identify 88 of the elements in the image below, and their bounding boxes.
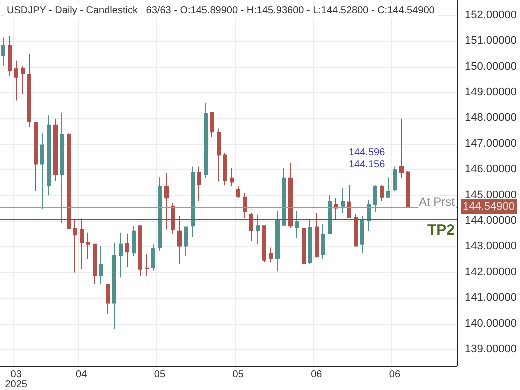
ref-line-label: TP2 <box>427 222 455 240</box>
candlestick <box>223 152 227 186</box>
text: USDJPY - Daily - Candlestick 63/63 - O:145.89900 - H:145.93600 - L:144.52800 - C:144.54900 <box>7 6 436 16</box>
candlestick <box>308 219 312 265</box>
candlestick <box>47 115 51 196</box>
y-tick-label: 142.00000 <box>465 266 517 278</box>
candlestick <box>236 186 240 199</box>
y-tick-label: 148.00000 <box>465 112 517 124</box>
candlestick <box>112 242 116 330</box>
candlestick <box>197 166 201 202</box>
candlestick <box>302 228 306 264</box>
candlestick <box>99 246 103 285</box>
candlestick <box>386 177 390 198</box>
candlestick <box>393 166 397 192</box>
annotation: 144.596 <box>349 148 386 158</box>
candlestick <box>204 102 208 179</box>
y-tick-label: 143.00000 <box>465 240 517 253</box>
candlestick <box>269 247 273 264</box>
candlestick <box>171 202 175 234</box>
x-tick-label: 05 <box>232 370 244 380</box>
candlestick <box>21 66 25 95</box>
candlestick <box>119 232 123 278</box>
candlestick <box>360 216 364 254</box>
candlestick <box>125 233 129 268</box>
candlestick <box>249 212 253 242</box>
candlestick <box>184 226 188 256</box>
candlestick <box>34 122 38 192</box>
candlestick <box>73 219 77 274</box>
candlestick <box>380 184 384 202</box>
y-tick-label: 141.00000 <box>465 292 517 304</box>
candlestick <box>262 226 266 264</box>
candlestick <box>40 133 44 210</box>
candlestick <box>177 216 182 265</box>
candlestick <box>158 177 162 252</box>
y-tick-label: 144.00000 <box>465 215 517 228</box>
candlestick <box>295 211 299 239</box>
candlestick <box>399 118 404 179</box>
x-tick-label: 06 <box>311 370 323 380</box>
candlestick <box>151 244 155 272</box>
y-tick-label: 147.00000 <box>465 138 517 150</box>
candlestick <box>60 112 64 224</box>
candlestick <box>321 224 325 260</box>
candlestick <box>243 192 247 218</box>
candlestick <box>1 37 5 67</box>
candlestick <box>138 226 142 277</box>
candlestick <box>406 170 410 208</box>
candlestick <box>367 199 371 232</box>
candlestick <box>14 60 18 102</box>
candlestick <box>347 184 351 218</box>
ref-line-label: 144.54900 <box>463 200 515 213</box>
candlestick <box>93 244 97 285</box>
candlestick <box>354 214 358 247</box>
candlestick <box>256 214 260 246</box>
y-tick-label: 145.00000 <box>465 189 517 202</box>
candlestick <box>8 36 12 76</box>
candlestick <box>164 172 169 230</box>
y-tick-label: 152.00000 <box>465 9 517 22</box>
candlestick <box>27 54 31 128</box>
candlestick <box>217 128 221 182</box>
candlestick <box>328 195 332 236</box>
x-tick-label: 03 2025 <box>5 370 28 390</box>
candlestick <box>210 112 214 138</box>
x-tick-label: 04 <box>76 370 88 380</box>
y-tick-label: 151.00000 <box>465 35 517 48</box>
text: At Prst <box>419 195 456 209</box>
candlestick <box>67 133 71 230</box>
y-tick-label: 149.00000 <box>465 86 517 99</box>
candlestick <box>315 212 319 258</box>
y-tick-label: 146.00000 <box>465 164 517 176</box>
y-tick-label: 140.00000 <box>465 318 517 330</box>
candlestick <box>230 168 234 188</box>
candlestick <box>53 119 58 182</box>
candlestick <box>86 232 90 260</box>
candlestick <box>145 254 149 277</box>
candlestick <box>106 284 110 314</box>
candlestick <box>191 166 195 238</box>
candlestick <box>282 168 286 226</box>
candlestick <box>341 188 345 214</box>
candlestick <box>373 185 377 213</box>
annotation: 144.156 <box>349 160 386 170</box>
candlestick <box>275 211 280 272</box>
x-tick-label: 06 <box>389 370 401 380</box>
x-tick-label: 05 <box>154 370 166 380</box>
candlestick <box>288 162 293 228</box>
candlestick <box>80 218 84 270</box>
candlestick <box>132 226 136 256</box>
y-tick-label: 150.00000 <box>465 60 517 73</box>
y-tick-label: 139.00000 <box>465 344 517 356</box>
